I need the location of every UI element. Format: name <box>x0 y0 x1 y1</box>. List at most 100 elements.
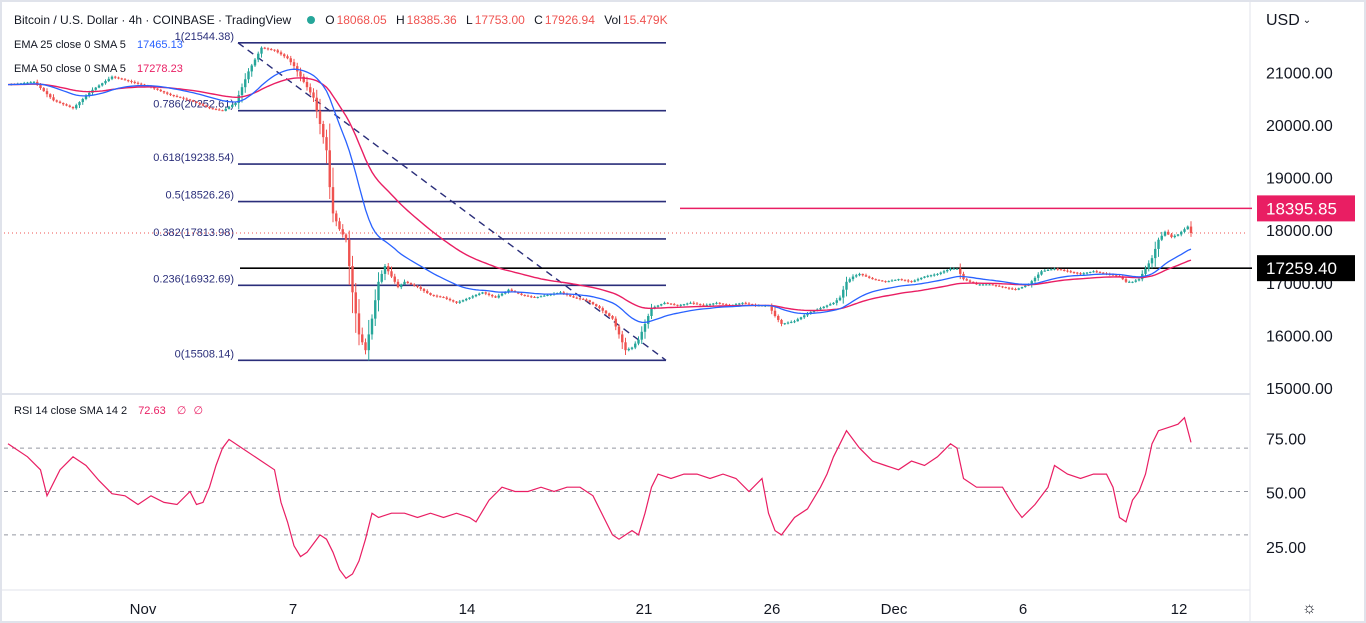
low-value: 17753.00 <box>474 13 525 27</box>
candle-body <box>39 84 42 89</box>
fib-level-label: 0.5(18526.26) <box>166 190 235 202</box>
candle-body <box>910 281 913 283</box>
rsi-extra-1: ∅ <box>176 405 187 417</box>
candle-body <box>582 298 585 300</box>
candle-body <box>1176 234 1180 236</box>
fib-level-label: 0.618(19238.54) <box>153 152 234 164</box>
candle-body <box>877 279 881 281</box>
candle-body <box>968 280 972 282</box>
candle-body <box>656 305 660 307</box>
candle-body <box>377 281 380 301</box>
candle-body <box>988 284 991 286</box>
candle-body <box>328 150 331 188</box>
symbol-title[interactable]: Bitcoin / U.S. Dollar · 4h · COINBASE · … <box>14 13 292 27</box>
candle-body <box>435 295 439 297</box>
candle-body <box>835 300 838 303</box>
candle-body <box>572 296 575 298</box>
candle-body <box>588 300 591 303</box>
candle-body <box>123 79 127 81</box>
candle-body <box>1079 273 1082 275</box>
candle-body <box>133 81 136 83</box>
ema50-legend[interactable]: EMA 50 close 0 SMA 5 17278.23 <box>14 63 183 75</box>
candle-body <box>422 289 426 292</box>
candle-body <box>351 266 354 293</box>
candle-body <box>676 304 679 306</box>
candle-body <box>1128 281 1131 283</box>
settings-icon[interactable]: ☼ <box>1302 600 1317 617</box>
candle-body <box>595 304 598 307</box>
candle-body <box>539 296 543 298</box>
candle-body <box>325 137 328 151</box>
candle-body <box>916 279 920 281</box>
candle-body <box>949 268 952 270</box>
candle-body <box>65 104 68 106</box>
candle-body <box>1095 271 1098 273</box>
rsi-label: RSI 14 close SMA 14 2 <box>14 405 128 417</box>
candle-body <box>887 281 890 283</box>
ema50-value: 17278.23 <box>136 63 183 75</box>
candle-body <box>942 271 946 273</box>
candle-body <box>708 304 712 306</box>
candle-body <box>497 295 500 298</box>
candle-body <box>159 89 162 92</box>
candle-body <box>624 342 627 351</box>
rsi-legend[interactable]: RSI 14 close SMA 14 2 72.63 ∅ ∅ <box>14 404 203 417</box>
candle-body <box>682 304 686 306</box>
candle-body <box>312 92 315 98</box>
rsi-tick-label: 50.00 <box>1266 486 1306 503</box>
candle-body <box>621 334 624 343</box>
candle-body <box>263 47 266 49</box>
candle-body <box>250 65 253 72</box>
candle-body <box>315 97 318 111</box>
candle-body <box>1183 229 1186 232</box>
time-tick-label: Nov <box>130 601 157 618</box>
close-label: C <box>534 13 543 27</box>
candle-body <box>448 298 452 301</box>
candle-body <box>214 108 218 110</box>
open-label: O <box>325 13 335 27</box>
candle-body <box>897 279 900 281</box>
candle-body <box>1134 280 1137 282</box>
candle-body <box>185 98 188 100</box>
candle-body <box>474 294 478 297</box>
ema25-legend[interactable]: EMA 25 close 0 SMA 5 17465.13 <box>14 39 183 51</box>
candle-body <box>819 308 822 310</box>
candle-body <box>484 292 487 294</box>
candle-body <box>104 81 107 84</box>
candle-body <box>318 110 322 124</box>
candle-body <box>952 268 955 270</box>
candle-body <box>1076 272 1079 274</box>
candle-body <box>634 343 637 348</box>
currency-selector[interactable]: USD ⌄ <box>1266 12 1311 30</box>
candle-body <box>156 88 159 90</box>
candle-body <box>361 334 364 343</box>
candle-body <box>442 296 445 298</box>
candle-body <box>744 302 747 304</box>
candle-body <box>231 104 234 107</box>
candle-body <box>364 342 367 351</box>
candle-body <box>569 294 572 297</box>
candle-body <box>140 83 143 85</box>
candle-body <box>471 296 474 298</box>
candle-body <box>637 339 640 344</box>
candle-body <box>494 296 497 298</box>
candle-body <box>166 92 169 94</box>
candle-body <box>1063 269 1066 271</box>
candle-body <box>413 284 416 286</box>
candle-body <box>192 100 195 102</box>
fib-level-label: 0.382(17813.98) <box>153 227 234 239</box>
candle-body <box>162 91 166 93</box>
candle-body <box>777 315 780 320</box>
candle-body <box>738 303 741 305</box>
candle-body <box>169 93 172 96</box>
ema25-value: 17465.13 <box>136 39 183 51</box>
candle-body <box>357 313 361 335</box>
candle-body <box>647 315 650 324</box>
candle-body <box>1102 272 1105 274</box>
market-status-dot <box>307 16 316 24</box>
candle-body <box>208 106 211 109</box>
candle-body <box>598 306 601 309</box>
candle-body <box>591 302 595 305</box>
candle-body <box>500 293 504 296</box>
